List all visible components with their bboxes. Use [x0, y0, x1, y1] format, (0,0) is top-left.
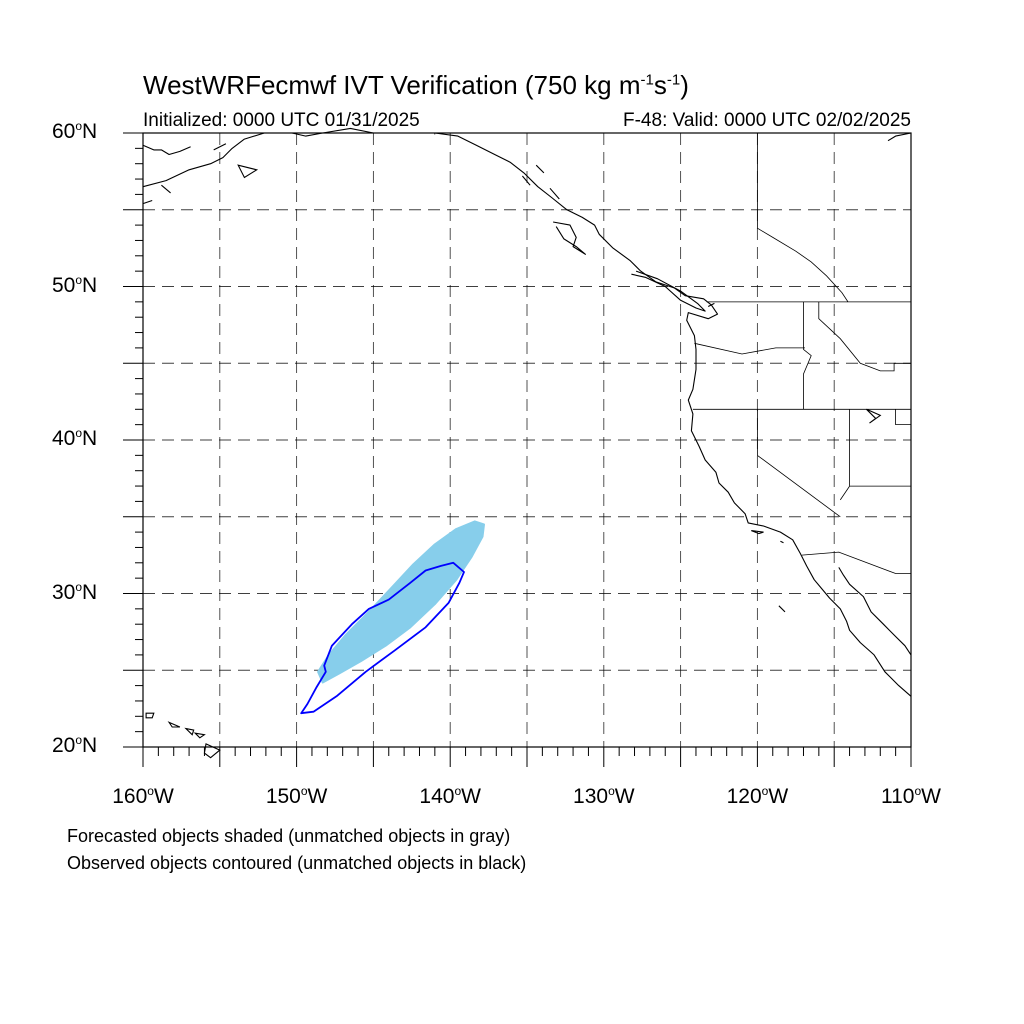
island-outline [707, 302, 715, 307]
label-hemisphere: W [768, 785, 789, 808]
lon-label-160: 160oW [112, 785, 174, 809]
label-number: 20 [52, 734, 76, 757]
label-hemisphere: N [82, 273, 98, 297]
island-outline [193, 732, 206, 739]
island-outline [778, 605, 786, 613]
forecast-objects [317, 520, 485, 684]
lon-label-110: 110oW [881, 785, 941, 809]
forecast-ivt-object [317, 520, 485, 684]
label-hemisphere: W [461, 785, 481, 808]
island-outline [167, 721, 181, 728]
observed-objects [300, 561, 465, 715]
legend-observed: Observed objects contoured (unmatched ob… [67, 853, 527, 873]
label-number: 40 [52, 427, 76, 450]
island-outline [184, 727, 195, 736]
lat-label-60: 60oN [52, 120, 97, 144]
coastline [553, 221, 586, 255]
lat-label-20: 20oN [52, 734, 97, 758]
label-hemisphere: W [153, 785, 174, 808]
degree-symbol: o [454, 784, 462, 798]
geographic-boundaries [142, 127, 912, 759]
island-outline [142, 199, 153, 205]
degree-symbol: o [608, 784, 615, 798]
label-hemisphere: W [614, 785, 635, 808]
label-number: 60 [52, 120, 76, 143]
initialized-time: Initialized: 0000 UTC 01/31/2025 [143, 110, 420, 131]
label-hemisphere: W [307, 785, 328, 808]
degree-symbol: o [75, 272, 83, 287]
political-border [818, 301, 911, 372]
island-outline [535, 164, 545, 174]
lat-label-50: 50oN [52, 274, 97, 298]
degree-symbol: o [147, 784, 154, 798]
degree-symbol: o [761, 784, 769, 798]
coastline [142, 144, 191, 156]
lon-label-130: 130oW [573, 785, 635, 809]
lon-label-150: 150oW [266, 785, 328, 809]
island-outline [780, 540, 784, 544]
map-title: WestWRFecmwf IVT Verification (750 kg m-… [143, 70, 689, 100]
political-border [694, 342, 805, 355]
political-border [895, 409, 911, 426]
island-outline [521, 175, 531, 186]
label-number: 160 [112, 785, 148, 808]
label-hemisphere: N [82, 120, 98, 143]
lon-label-140: 140oW [419, 785, 481, 809]
coastline [838, 567, 912, 656]
coastline [631, 270, 706, 312]
observed-ivt-contour [300, 561, 465, 715]
island-outline [866, 408, 882, 424]
coastline [291, 127, 912, 697]
label-hemisphere: N [82, 734, 98, 757]
lon-label-120: 120oW [727, 785, 789, 809]
coastline [142, 132, 265, 188]
island-outline [213, 143, 227, 151]
political-border [757, 409, 841, 518]
label-number: 50 [52, 273, 76, 297]
label-number: 140 [419, 785, 455, 808]
island-outline [751, 530, 764, 535]
degree-symbol: o [75, 119, 83, 133]
island-outline [237, 164, 259, 179]
degree-symbol: o [75, 733, 83, 747]
lat-label-40: 40oN [52, 427, 97, 451]
graticule [143, 133, 911, 747]
degree-symbol: o [75, 426, 83, 440]
political-border [839, 409, 850, 501]
coastline [887, 132, 912, 142]
axis-ticks [123, 132, 912, 767]
label-number: 150 [265, 785, 301, 808]
political-border [803, 301, 812, 410]
label-hemisphere: W [921, 785, 941, 808]
label-number: 130 [573, 785, 609, 808]
label-hemisphere: N [82, 427, 98, 450]
valid-time: F-48: Valid: 0000 UTC 02/02/2025 [623, 110, 911, 131]
island-outline [145, 712, 155, 719]
legend-forecast: Forecasted objects shaded (unmatched obj… [67, 826, 511, 846]
island-outline [549, 187, 560, 200]
island-outline [161, 184, 171, 194]
lat-label-30: 30oN [52, 581, 97, 605]
political-border [757, 133, 849, 303]
label-number: 110 [881, 785, 915, 808]
label-hemisphere: N [82, 580, 98, 604]
label-number: 30 [52, 580, 76, 604]
degree-symbol: o [914, 784, 922, 798]
degree-symbol: o [75, 579, 83, 594]
political-border [801, 551, 911, 574]
degree-symbol: o [300, 784, 308, 798]
label-number: 120 [726, 785, 762, 808]
island-outline [203, 743, 221, 759]
